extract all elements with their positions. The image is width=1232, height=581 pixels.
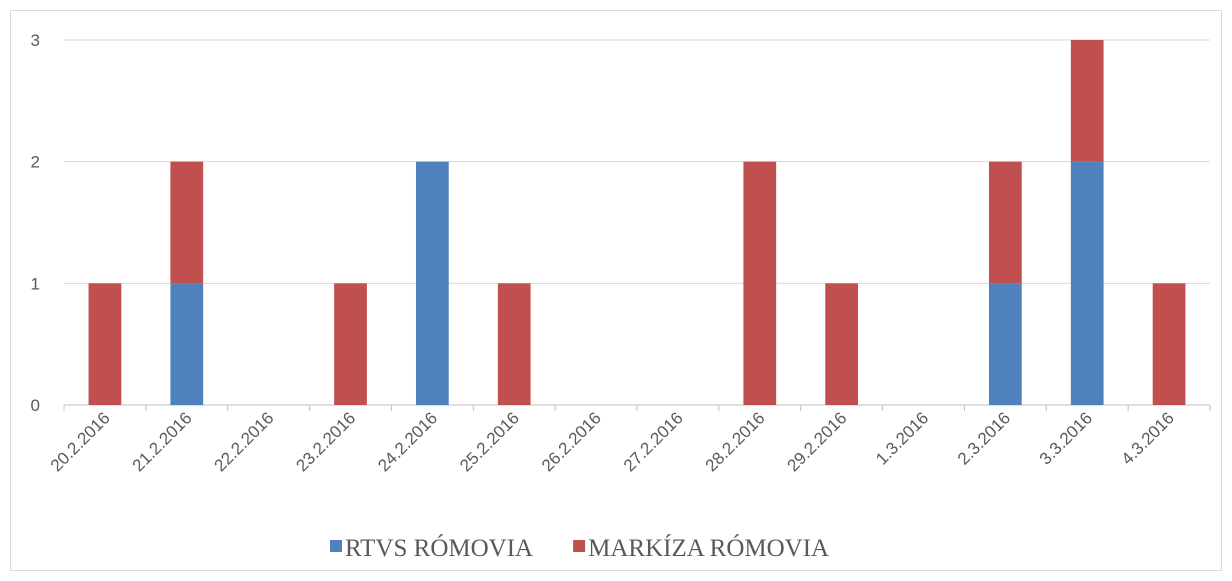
y-tick-label: 2 <box>31 153 40 172</box>
legend-swatch <box>330 540 342 552</box>
bar <box>170 161 204 284</box>
y-tick-label: 3 <box>31 31 40 50</box>
bar <box>825 283 859 405</box>
bar <box>988 283 1022 405</box>
bar <box>415 161 449 405</box>
bar <box>334 283 367 405</box>
bar <box>88 283 122 405</box>
bar <box>170 283 204 405</box>
bar <box>1152 283 1186 405</box>
y-tick-label: 0 <box>31 396 40 415</box>
bar <box>1070 161 1104 405</box>
legend-swatch <box>573 540 586 552</box>
bar <box>1070 40 1104 162</box>
bar <box>497 283 531 405</box>
legend-label: MARKÍZA RÓMOVIA <box>588 534 829 562</box>
legend-label: RTVS RÓMOVIA <box>345 534 533 562</box>
bar <box>743 161 777 405</box>
y-tick-label: 1 <box>31 274 40 293</box>
bar <box>988 161 1022 284</box>
